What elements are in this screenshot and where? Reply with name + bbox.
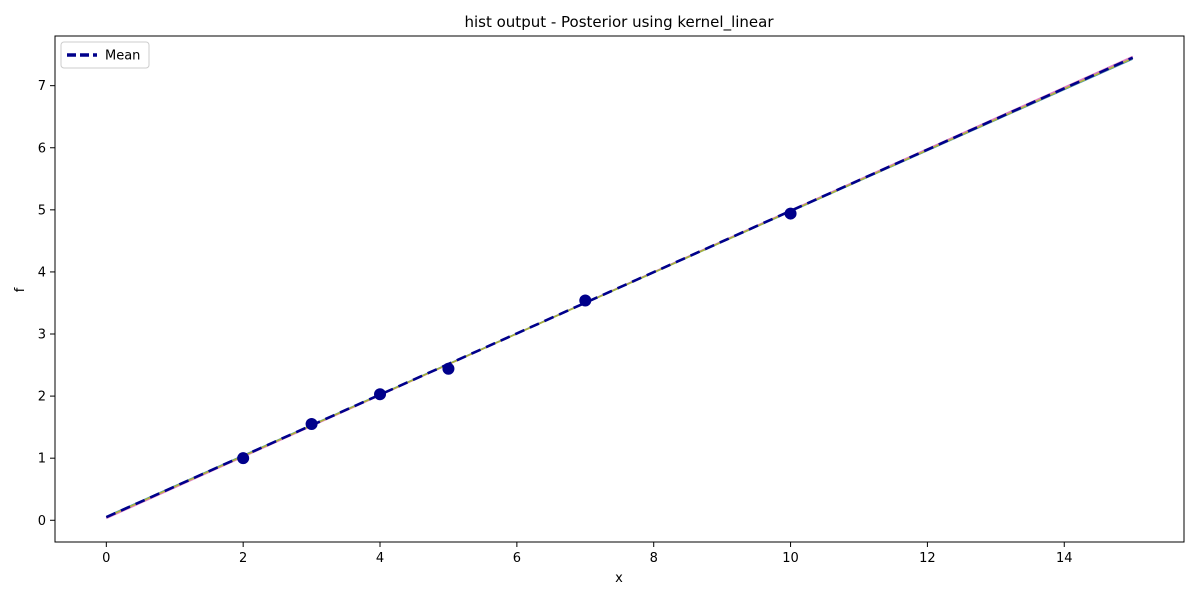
mean-line [105,56,1134,519]
y-tick-label: 5 [38,203,46,218]
x-tick-label: 6 [513,551,521,566]
y-tick-label: 0 [38,514,46,529]
legend: Mean [60,41,150,69]
legend-box [60,41,150,69]
observation-point [374,388,387,401]
observation-point [237,452,250,465]
y-tick-label: 4 [38,265,46,280]
chart-title: hist output - Posterior using kernel_lin… [464,13,774,32]
y-tick-label: 1 [38,452,46,467]
y-tick-label: 7 [38,79,46,94]
axes-frame [54,35,1185,543]
y-axis-label: f [13,287,28,292]
x-tick-label: 10 [782,551,799,566]
y-tick-label: 2 [38,390,46,405]
x-tick-label: 14 [1056,551,1073,566]
y-tick-label: 6 [38,141,46,156]
observation-point [784,207,797,220]
x-axis-label: x [615,571,623,586]
observation-point [579,294,592,307]
legend-mean-label: Mean [105,49,140,64]
x-tick-label: 0 [102,551,110,566]
observation-point [305,418,318,431]
x-tick-label: 12 [919,551,936,566]
x-tick-label: 4 [376,551,384,566]
x-tick-label: 8 [650,551,658,566]
y-tick-label: 3 [38,328,46,343]
x-tick-label: 2 [239,551,247,566]
observation-point [442,362,455,375]
